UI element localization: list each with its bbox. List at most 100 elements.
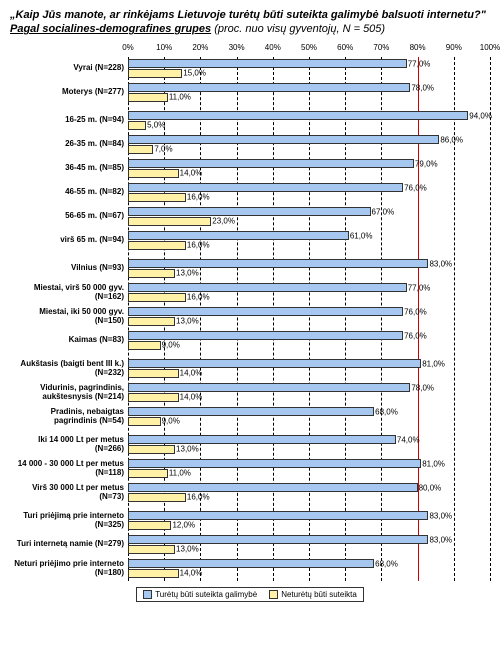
bar-should: 74,0% xyxy=(128,435,396,444)
bar-row: Miestai, iki 50 000 gyv. (N=150)76,0%13,… xyxy=(10,305,490,329)
bar-row: 46-55 m. (N=82)76,0%16,0% xyxy=(10,181,490,205)
bar-row: Aukštasis (baigti bent III k.) (N=232)81… xyxy=(10,357,490,381)
row-label: virš 65 m. (N=94) xyxy=(10,236,128,245)
bar-value: 14,0% xyxy=(178,393,203,402)
bar-should-not: 14,0% xyxy=(128,569,179,578)
row-label: 56-65 m. (N=67) xyxy=(10,212,128,221)
bar-should: 78,0% xyxy=(128,83,410,92)
legend-should-not: Neturėtų būti suteikta xyxy=(269,590,357,599)
chart-area: 0%10%20%30%40%50%60%70%80%90%100% Vyrai … xyxy=(10,43,490,581)
bar-value: 74,0% xyxy=(395,435,420,444)
bar-should: 80,0% xyxy=(128,483,418,492)
row-label: Vyrai (N=228) xyxy=(10,64,128,73)
row-label: Vidurinis, pagrindinis, aukštesnysis (N=… xyxy=(10,384,128,402)
row-bars: 86,0%7,0% xyxy=(128,135,490,155)
bar-value: 23,0% xyxy=(210,217,235,226)
bar-value: 12,0% xyxy=(170,521,195,530)
bar-value: 76,0% xyxy=(402,183,427,192)
bar-value: 83,0% xyxy=(427,511,452,520)
row-bars: 81,0%14,0% xyxy=(128,359,490,379)
bar-should: 78,0% xyxy=(128,383,410,392)
row-bars: 94,0%5,0% xyxy=(128,111,490,131)
bar-should-not: 11,0% xyxy=(128,93,168,102)
row-label: Neturi priėjimo prie interneto (N=180) xyxy=(10,560,128,578)
bar-value: 16,0% xyxy=(185,241,210,250)
bar-row: Moterys (N=277)78,0%11,0% xyxy=(10,81,490,105)
bar-row: 14 000 - 30 000 Lt per metus (N=118)81,0… xyxy=(10,457,490,481)
row-bars: 61,0% 16,0% xyxy=(128,231,490,251)
bar-value: 5,0% xyxy=(145,121,165,130)
row-label: 36-45 m. (N=85) xyxy=(10,164,128,173)
bar-row: Turi priėjimą prie interneto (N=325)83,0… xyxy=(10,509,490,533)
x-axis: 0%10%20%30%40%50%60%70%80%90%100% xyxy=(10,43,490,57)
title-question: „Kaip Jūs manote, ar rinkėjams Lietuvoje… xyxy=(10,9,486,21)
bar-row: Vilnius (N=93)83,0%13,0% xyxy=(10,257,490,281)
row-bars: 79,0%14,0% xyxy=(128,159,490,179)
row-label: Virš 30 000 Lt per metus (N=73) xyxy=(10,484,128,502)
bar-should: 81,0% xyxy=(128,359,421,368)
bar-should: 68,0% xyxy=(128,559,374,568)
row-bars: 80,0%16,0% xyxy=(128,483,490,503)
row-label: Iki 14 000 Lt per metus (N=266) xyxy=(10,436,128,454)
legend-should: Turėtų būti suteikta galimybė xyxy=(143,590,257,599)
bar-value: 83,0% xyxy=(427,535,452,544)
legend-swatch-should-not xyxy=(269,590,278,599)
row-bars: 83,0%12,0% xyxy=(128,511,490,531)
row-bars: 78,0%11,0% xyxy=(128,83,490,103)
legend-label-should: Turėtų būti suteikta galimybė xyxy=(155,590,257,599)
row-label: Kaimas (N=83) xyxy=(10,336,128,345)
bar-value: 79,0% xyxy=(413,159,438,168)
bar-should: 86,0% xyxy=(128,135,439,144)
bar-should-not: 12,0% xyxy=(128,521,171,530)
bar-should: 67,0% xyxy=(128,207,371,216)
bar-should: 83,0% xyxy=(128,259,428,268)
row-label: Moterys (N=277) xyxy=(10,88,128,97)
x-tick: 60% xyxy=(337,43,353,52)
bar-should-not: 13,0% xyxy=(128,317,175,326)
bar-row: 56-65 m. (N=67)67,0%23,0% xyxy=(10,205,490,229)
bar-value: 83,0% xyxy=(427,259,452,268)
bar-should: 76,0% xyxy=(128,183,403,192)
x-tick: 20% xyxy=(192,43,208,52)
bar-value: 13,0% xyxy=(174,445,199,454)
bar-value: 78,0% xyxy=(409,383,434,392)
row-label: Vilnius (N=93) xyxy=(10,264,128,273)
bar-value: 15,0% xyxy=(181,69,206,78)
bar-value: 9,0% xyxy=(160,417,180,426)
bar-value: 67,0% xyxy=(370,207,395,216)
row-label: 16-25 m. (N=94) xyxy=(10,116,128,125)
row-bars: 83,0%13,0% xyxy=(128,259,490,279)
bar-row: 16-25 m. (N=94)94,0%5,0% xyxy=(10,109,490,133)
bar-value: 78,0% xyxy=(409,83,434,92)
legend-label-should-not: Neturėtų būti suteikta xyxy=(281,590,357,599)
bar-value: 11,0% xyxy=(167,469,191,478)
x-tick: 40% xyxy=(265,43,281,52)
bar-should: 77,0% xyxy=(128,59,407,68)
bar-value: 61,0% xyxy=(348,231,373,240)
bar-value: 81,0% xyxy=(420,359,445,368)
row-label: Aukštasis (baigti bent III k.) (N=232) xyxy=(10,360,128,378)
bar-row: Virš 30 000 Lt per metus (N=73)80,0%16,0… xyxy=(10,481,490,505)
bar-row: Iki 14 000 Lt per metus (N=266)74,0%13,0… xyxy=(10,433,490,457)
bar-should: 79,0% xyxy=(128,159,414,168)
bar-should: 83,0% xyxy=(128,535,428,544)
bar-value: 13,0% xyxy=(174,317,199,326)
row-label: 46-55 m. (N=82) xyxy=(10,188,128,197)
bar-should: 76,0% xyxy=(128,331,403,340)
bar-row: Neturi priėjimo prie interneto (N=180)68… xyxy=(10,557,490,581)
legend: Turėtų būti suteikta galimybė Neturėtų b… xyxy=(136,587,364,602)
row-bars: 74,0%13,0% xyxy=(128,435,490,455)
bar-should-not: 7,0% xyxy=(128,145,153,154)
bar-row: virš 65 m. (N=94) 61,0% 16,0% xyxy=(10,229,490,253)
bar-value: 13,0% xyxy=(174,545,199,554)
bar-row: Pradinis, nebaigtas pagrindinis (N=54)68… xyxy=(10,405,490,429)
row-bars: 76,0%16,0% xyxy=(128,183,490,203)
bar-value: 7,0% xyxy=(152,145,172,154)
chart-title: „Kaip Jūs manote, ar rinkėjams Lietuvoje… xyxy=(10,8,490,37)
bar-value: 14,0% xyxy=(178,169,203,178)
bar-should-not: 23,0% xyxy=(128,217,211,226)
bar-value: 16,0% xyxy=(185,293,210,302)
bar-should: 83,0% xyxy=(128,511,428,520)
bar-row: Turi internetą namie (N=279)83,0%13,0% xyxy=(10,533,490,557)
title-note: (proc. nuo visų gyventojų, N = 505) xyxy=(214,23,385,35)
